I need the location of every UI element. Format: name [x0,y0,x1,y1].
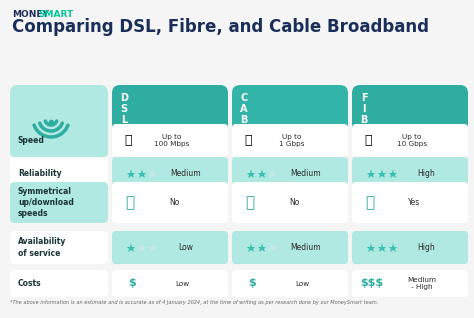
FancyBboxPatch shape [112,85,228,157]
FancyBboxPatch shape [112,124,228,157]
Text: D: D [120,93,128,103]
Text: F: F [361,93,367,103]
Text: 🐇: 🐇 [244,134,252,147]
Text: Availability
of service: Availability of service [18,238,66,258]
FancyBboxPatch shape [232,157,348,190]
FancyBboxPatch shape [232,124,348,157]
Text: Yes: Yes [408,198,420,207]
Text: Medium: Medium [291,169,321,178]
Text: Low: Low [179,243,193,252]
FancyBboxPatch shape [112,182,228,223]
FancyBboxPatch shape [232,85,348,157]
FancyBboxPatch shape [352,231,468,264]
Text: R: R [360,126,368,136]
Text: Low: Low [295,280,309,287]
Text: E: E [361,137,367,147]
FancyBboxPatch shape [352,157,468,190]
Text: Reliability: Reliability [18,169,62,178]
Text: SMART: SMART [38,10,73,19]
FancyBboxPatch shape [352,270,468,297]
Text: High: High [417,243,435,252]
Text: $$$: $$$ [360,279,383,288]
FancyBboxPatch shape [112,270,228,297]
Text: Medium: Medium [291,243,321,252]
FancyBboxPatch shape [10,85,108,157]
Text: Comparing DSL, Fibre, and Cable Broadband: Comparing DSL, Fibre, and Cable Broadban… [12,18,429,36]
Text: *The above information is an estimate and is accurate as of 4 January 2024, at t: *The above information is an estimate an… [10,300,378,305]
Text: Symmetrical
up/download
speeds: Symmetrical up/download speeds [18,187,74,218]
FancyBboxPatch shape [10,182,108,223]
Text: Costs: Costs [18,279,42,288]
Text: Up to
100 Mbps: Up to 100 Mbps [155,134,190,147]
FancyBboxPatch shape [232,231,348,264]
Text: 👎: 👎 [126,195,135,210]
Text: C: C [240,93,247,103]
FancyBboxPatch shape [352,182,468,223]
Text: Low: Low [175,280,189,287]
FancyBboxPatch shape [232,182,348,223]
Text: 👍: 👍 [365,195,374,210]
Text: Speed: Speed [18,136,45,145]
Text: $: $ [128,279,136,288]
Text: Up to
10 Gbps: Up to 10 Gbps [397,134,427,147]
FancyBboxPatch shape [10,157,108,190]
Text: Medium
- High: Medium - High [408,277,437,290]
Text: L: L [121,115,127,125]
Text: Up to
1 Gbps: Up to 1 Gbps [279,134,305,147]
FancyBboxPatch shape [112,231,228,264]
FancyBboxPatch shape [352,124,468,157]
Text: L: L [241,126,247,136]
Text: MONEY: MONEY [12,10,49,19]
Text: High: High [417,169,435,178]
Text: $: $ [248,279,256,288]
FancyBboxPatch shape [10,270,108,297]
Text: No: No [289,198,299,207]
Text: B: B [240,115,248,125]
FancyBboxPatch shape [352,85,468,157]
Text: 👎: 👎 [246,195,255,210]
Text: I: I [362,104,366,114]
Text: A: A [240,104,248,114]
FancyBboxPatch shape [10,231,108,264]
Text: 🐆: 🐆 [364,134,372,147]
FancyBboxPatch shape [112,157,228,190]
Text: Medium: Medium [171,169,201,178]
Text: S: S [120,104,128,114]
Text: 🐌: 🐌 [124,134,132,147]
Text: E: E [241,137,247,147]
FancyBboxPatch shape [232,270,348,297]
FancyBboxPatch shape [10,124,108,157]
Text: No: No [169,198,179,207]
Text: B: B [360,115,368,125]
